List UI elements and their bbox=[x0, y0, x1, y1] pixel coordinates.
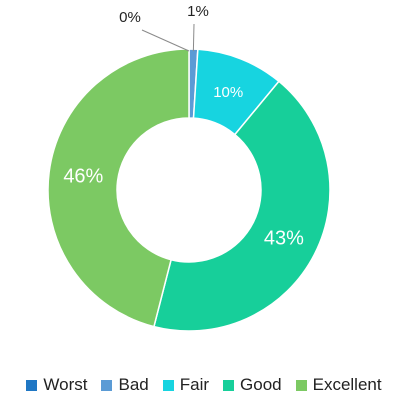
legend-label: Good bbox=[240, 375, 282, 394]
legend-label: Fair bbox=[179, 375, 210, 394]
legend-item-fair: Fair bbox=[162, 375, 210, 395]
legend-swatch bbox=[162, 379, 174, 391]
slice-excellent bbox=[47, 48, 190, 328]
legend-label: Worst bbox=[43, 375, 88, 394]
data-label-bad: 1% bbox=[187, 3, 209, 20]
legend-item-bad: Bad bbox=[101, 375, 149, 395]
data-label-fair: 10% bbox=[213, 84, 243, 101]
legend-swatch bbox=[101, 379, 113, 391]
legend-swatch bbox=[295, 379, 307, 391]
legend-item-worst: Worst bbox=[26, 375, 87, 395]
data-label-good: 43% bbox=[264, 227, 304, 249]
legend-item-good: Good bbox=[223, 375, 282, 395]
legend-swatch bbox=[26, 379, 38, 391]
legend-label: Excellent bbox=[312, 375, 382, 394]
legend-swatch bbox=[223, 379, 235, 391]
data-label-excellent: 46% bbox=[63, 166, 103, 188]
slice-good bbox=[153, 80, 331, 332]
leader-line-worst bbox=[141, 29, 190, 52]
data-label-worst: 0% bbox=[119, 9, 141, 26]
chart-legend: Worst Bad Fair Good Excellent bbox=[0, 372, 408, 398]
legend-item-excellent: Excellent bbox=[295, 375, 382, 395]
leader-line-bad bbox=[192, 23, 195, 52]
legend-label: Bad bbox=[118, 375, 149, 394]
